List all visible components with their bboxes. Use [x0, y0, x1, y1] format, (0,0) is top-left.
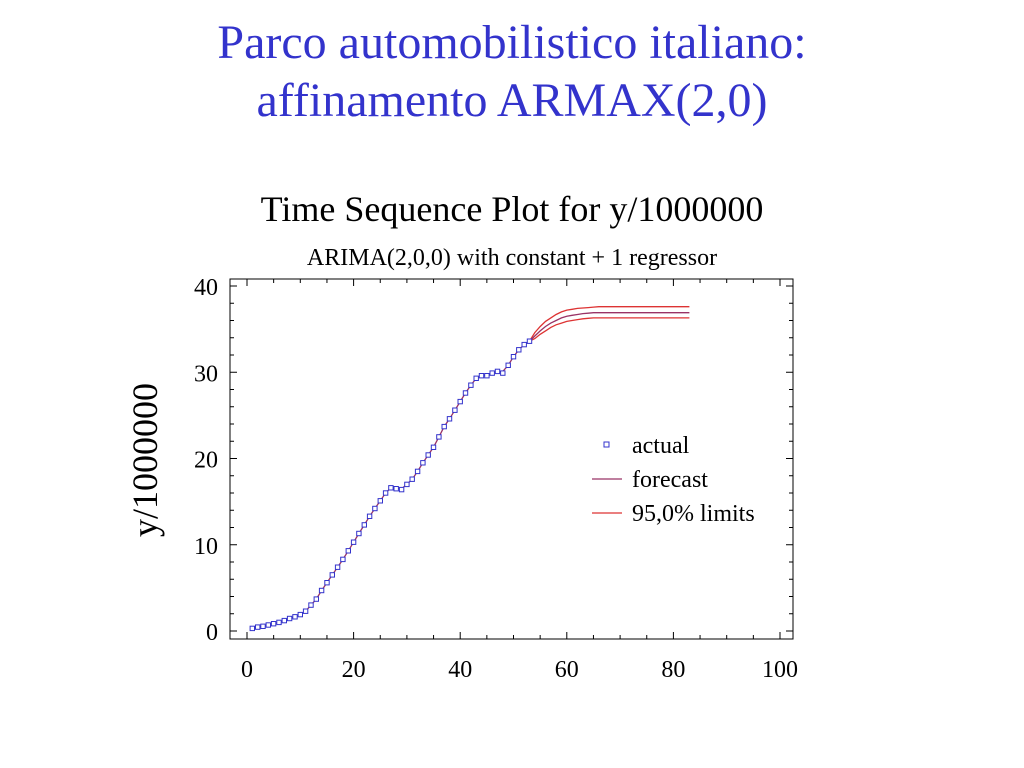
actual-point — [526, 338, 533, 344]
actual-point — [489, 370, 495, 376]
plot-frame — [229, 278, 794, 640]
actual-point — [302, 608, 309, 614]
slide-title-line-1: Parco automobilistico italiano: — [217, 16, 807, 69]
actual-point — [382, 490, 389, 496]
actual-point — [340, 556, 346, 563]
actual-point — [292, 614, 298, 620]
actual-point — [414, 468, 421, 475]
legend-marker-actual — [603, 441, 610, 448]
axis-ticks: 0 20 40 60 80 100 0 10 20 30 40 — [194, 275, 798, 683]
actual-point — [441, 423, 447, 430]
actual-point — [270, 621, 277, 627]
actual-point — [409, 476, 415, 482]
legend: actual forecast 95,0% limits — [592, 433, 755, 527]
upper-limit-line — [528, 306, 690, 342]
actual-point — [324, 580, 330, 586]
legend-label-forecast: forecast — [632, 467, 708, 493]
actual-point — [265, 622, 272, 628]
actual-point — [452, 407, 458, 413]
y-tick-label: 20 — [194, 448, 218, 474]
y-tick-label: 0 — [206, 620, 218, 646]
x-tick-label: 20 — [342, 657, 366, 683]
actual-point — [329, 572, 336, 578]
slide-title: Parco automobilistico italiano: affiname… — [0, 14, 1024, 130]
actual-point — [473, 375, 479, 382]
actual-point — [430, 444, 437, 451]
actual-point — [361, 522, 368, 528]
actual-point — [494, 368, 501, 375]
y-tick-label: 30 — [194, 361, 218, 387]
actual-point — [297, 611, 304, 618]
actual-point — [398, 486, 405, 493]
actual-point — [478, 373, 485, 379]
x-tick-label: 60 — [555, 657, 579, 683]
x-tick-label: 100 — [762, 657, 798, 683]
actual-point — [457, 398, 463, 405]
legend-label-actual: actual — [632, 433, 690, 459]
actual-point — [276, 619, 282, 626]
actual-point — [425, 452, 431, 458]
actual-point — [255, 624, 261, 630]
actual-point — [516, 347, 522, 353]
actual-point — [446, 416, 453, 422]
actual-point — [500, 370, 506, 376]
series-layer — [249, 306, 690, 632]
y-tick-label: 10 — [194, 534, 218, 560]
legend-label-limits: 95,0% limits — [632, 501, 755, 527]
actual-point — [318, 587, 325, 594]
actual-point — [505, 362, 511, 369]
x-tick-label: 40 — [448, 657, 472, 683]
slide-title-line-2: affinamento ARMAX(2,0) — [256, 74, 768, 127]
actual-point — [308, 602, 314, 608]
x-tick-label: 0 — [241, 657, 253, 683]
actual-point — [372, 505, 378, 512]
actual-point — [484, 373, 490, 379]
actual-point — [345, 548, 352, 554]
actual-point — [281, 617, 288, 624]
lower-limit-line — [529, 317, 690, 342]
actual-point — [388, 485, 394, 491]
actual-point — [420, 460, 426, 466]
x-tick-label: 80 — [661, 657, 685, 683]
actual-point — [350, 539, 357, 545]
actual-point — [334, 564, 341, 570]
actual-point — [462, 390, 469, 396]
actual-point — [393, 486, 399, 492]
actual-point — [521, 341, 527, 348]
forecast-line — [252, 312, 690, 630]
chart-title: Time Sequence Plot for y/1000000 — [261, 189, 764, 229]
y-tick-label: 40 — [194, 275, 218, 301]
actual-point — [313, 596, 320, 602]
actual-point — [286, 615, 293, 622]
chart-subtitle: ARIMA(2,0,0) with constant + 1 regressor — [307, 245, 717, 271]
actual-point — [249, 625, 256, 632]
actual-point — [404, 481, 410, 488]
actual-point — [260, 623, 266, 629]
actual-point — [356, 530, 362, 537]
y-axis-label: y/1000000 — [125, 383, 165, 537]
actual-point — [366, 513, 373, 519]
actual-point — [510, 354, 517, 360]
actual-point — [468, 382, 474, 388]
actual-point — [436, 434, 442, 440]
actual-point — [377, 498, 384, 504]
